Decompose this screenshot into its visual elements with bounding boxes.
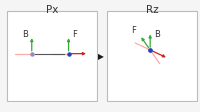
- FancyBboxPatch shape: [107, 12, 197, 101]
- Text: Px: Px: [46, 4, 58, 14]
- Text: ▶: ▶: [98, 52, 104, 60]
- Text: F: F: [73, 30, 77, 39]
- Text: B: B: [22, 30, 28, 39]
- Text: B: B: [155, 30, 160, 39]
- Text: F: F: [131, 26, 136, 35]
- Text: Rz: Rz: [146, 4, 158, 14]
- FancyBboxPatch shape: [7, 12, 97, 101]
